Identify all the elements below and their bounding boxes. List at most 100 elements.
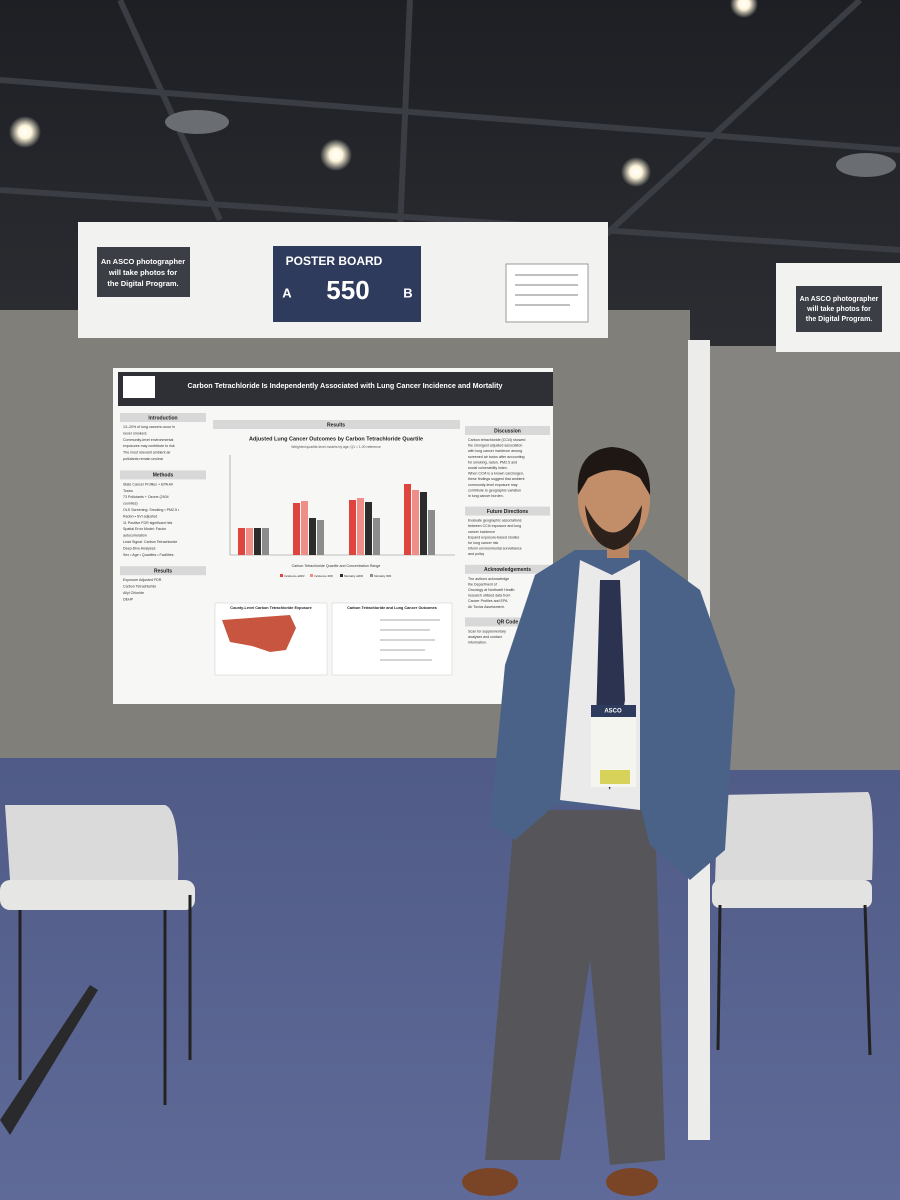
- section-text: for smoking, radon, PM2.5 and: [468, 460, 517, 464]
- section-text: counties): [123, 502, 138, 506]
- legend-swatch: [280, 574, 283, 577]
- notice-line: the Digital Program.: [806, 316, 873, 323]
- section-text: Scan for supplementary: [468, 629, 506, 633]
- section-text: Toxics: [123, 489, 133, 493]
- section-bar: [120, 413, 206, 422]
- x-axis-label: Carbon Tetrachloride Quartile and Concen…: [292, 564, 381, 568]
- section-text: Air Toxics Assessment.: [468, 605, 505, 609]
- section-text: DEHP: [123, 597, 134, 601]
- section-text: Exposure Adjusted FDR: [123, 578, 162, 582]
- section-text: never smokers: [123, 431, 147, 435]
- section-text: Allyl Chloride: [123, 591, 144, 595]
- board-number: 550: [326, 275, 369, 305]
- section-text: Lead Signal: Carbon Tetrachloride: [123, 540, 177, 544]
- section-text: The most relevant ambient air: [123, 451, 171, 455]
- section-text: with lung cancer incidence among: [468, 449, 522, 453]
- poster-chart: [229, 455, 455, 556]
- section-text: information.: [468, 641, 487, 645]
- section-bar: [465, 506, 550, 516]
- section-text: cancer incidence: [468, 530, 495, 534]
- section-text: Sex • Age • Quartiles • Facilities: [123, 553, 174, 557]
- section-bar: [120, 566, 206, 576]
- poster-title: Carbon Tetrachloride Is Independently As…: [187, 381, 502, 390]
- section-text: Cancer Profiles and EPA: [468, 599, 508, 603]
- badge-label: ASCO: [604, 709, 622, 715]
- section-text: autocorrelation: [123, 534, 147, 538]
- chart-subtitle: Weighted quartile-level models by age; Q…: [291, 445, 381, 449]
- legend-label: Mortality aIRR: [344, 574, 364, 578]
- right-sign: An ASCO photographer will take photos fo…: [776, 263, 900, 352]
- section-text: Carbon Tetrachloride: [123, 585, 156, 589]
- forest-title: Carbon Tetrachloride and Lung Cancer Out…: [347, 606, 437, 610]
- section-text: community-level exposure may: [468, 483, 518, 487]
- section-text: Evaluate geographic associations: [468, 519, 522, 523]
- map-title: County-Level Carbon Tetrachloride Exposu…: [230, 606, 312, 610]
- section-heading: QR Code: [497, 620, 519, 626]
- side-label: B: [403, 285, 412, 300]
- section-text: contribute to geographic variation: [468, 488, 521, 492]
- section-text: Inform environmental surveillance: [468, 547, 522, 551]
- section-heading: Introduction: [148, 415, 177, 421]
- legend-swatch: [340, 574, 343, 577]
- section-text: 73 Pollutants + Ozone (2404: [123, 495, 169, 499]
- section-text: exposures may contribute to risk: [123, 444, 175, 448]
- legend-swatch: [310, 574, 313, 577]
- notice-line: An ASCO photographer: [800, 296, 879, 303]
- section-text: OLS Screening: Smoking • PM2.5 •: [123, 508, 180, 512]
- section-text: Carbon tetrachloride (CCl4) showed: [468, 438, 525, 442]
- section-text: in lung cancer burden.: [468, 494, 504, 498]
- section-heading: Results: [327, 422, 345, 428]
- section-text: screened air toxics after accounting: [468, 455, 525, 459]
- notice-line: will take photos for: [806, 306, 871, 313]
- poster: Carbon Tetrachloride Is Independently As…: [113, 368, 553, 704]
- section-text: the strongest adjusted association: [468, 444, 522, 448]
- section-bar: [120, 470, 206, 480]
- right-column: Discussion Carbon tetrachloride (CCl4) sh…: [465, 426, 550, 645]
- notice-line: An ASCO photographer: [101, 257, 185, 266]
- section-bar: [465, 426, 550, 435]
- section-text: for lung cancer risk: [468, 541, 499, 545]
- legend-label: Incidence aIRR: [284, 574, 305, 578]
- section-text: pollutants remain unclear: [123, 457, 164, 461]
- legend-swatch: [370, 574, 373, 577]
- section-text: Deep-Dive Analyses:: [123, 546, 156, 550]
- section-text: Community-level environmental: [123, 438, 174, 442]
- section-heading: Methods: [153, 473, 174, 479]
- section-text: 11 Positive FDR significant hits: [123, 521, 172, 525]
- left-sign: An ASCO photographer will take photos fo…: [78, 222, 608, 338]
- section-heading: Results: [154, 569, 172, 575]
- section-text: between CCl4 exposure and lung: [468, 524, 521, 528]
- section-text: and policy: [468, 552, 484, 556]
- section-text: When CCl4 is a known carcinogen,: [468, 472, 524, 476]
- side-label: A: [282, 285, 292, 300]
- section-text: 13–20% of lung cancers occur in: [123, 425, 175, 429]
- chairs: [0, 792, 873, 1135]
- notice-line: the Digital Program.: [107, 279, 178, 288]
- section-text: State Cancer Profiles + EPA Air: [123, 482, 174, 486]
- legend: Incidence aIRR Incidence IRR Mortality aIR…: [280, 574, 392, 578]
- section-bar: [465, 617, 550, 627]
- board-label: POSTER BOARD: [286, 254, 383, 268]
- left-column: Introduction 13–20% of lung cancers occur…: [120, 413, 206, 601]
- section-text: Expand exposure-based studies: [468, 535, 520, 539]
- section-text: The authors acknowledge: [468, 577, 509, 581]
- section-text: social vulnerability index.: [468, 466, 508, 470]
- section-heading: Acknowledgements: [484, 567, 531, 573]
- section-text: Oncology at Northwell Health: [468, 588, 515, 592]
- notice-line: will take photos for: [108, 268, 177, 277]
- section-heading: Discussion: [494, 428, 521, 434]
- section-text: Spatial Error Model: Factor: [123, 527, 167, 531]
- chart-title: Adjusted Lung Cancer Outcomes by Carbon …: [249, 436, 423, 442]
- section-text: research utilized data from: [468, 594, 510, 598]
- section-heading: Future Directions: [487, 509, 529, 515]
- section-text: these findings suggest that ambient: [468, 477, 525, 481]
- section-text: the Department of: [468, 582, 497, 586]
- section-text: Radon • SVI adjusted: [123, 514, 157, 518]
- person: ASCO: [462, 447, 735, 1196]
- section-text: analyses and contact: [468, 635, 502, 639]
- legend-label: Mortality IRR: [374, 574, 392, 578]
- section-bar: [465, 564, 550, 574]
- legend-label: Incidence IRR: [314, 574, 334, 578]
